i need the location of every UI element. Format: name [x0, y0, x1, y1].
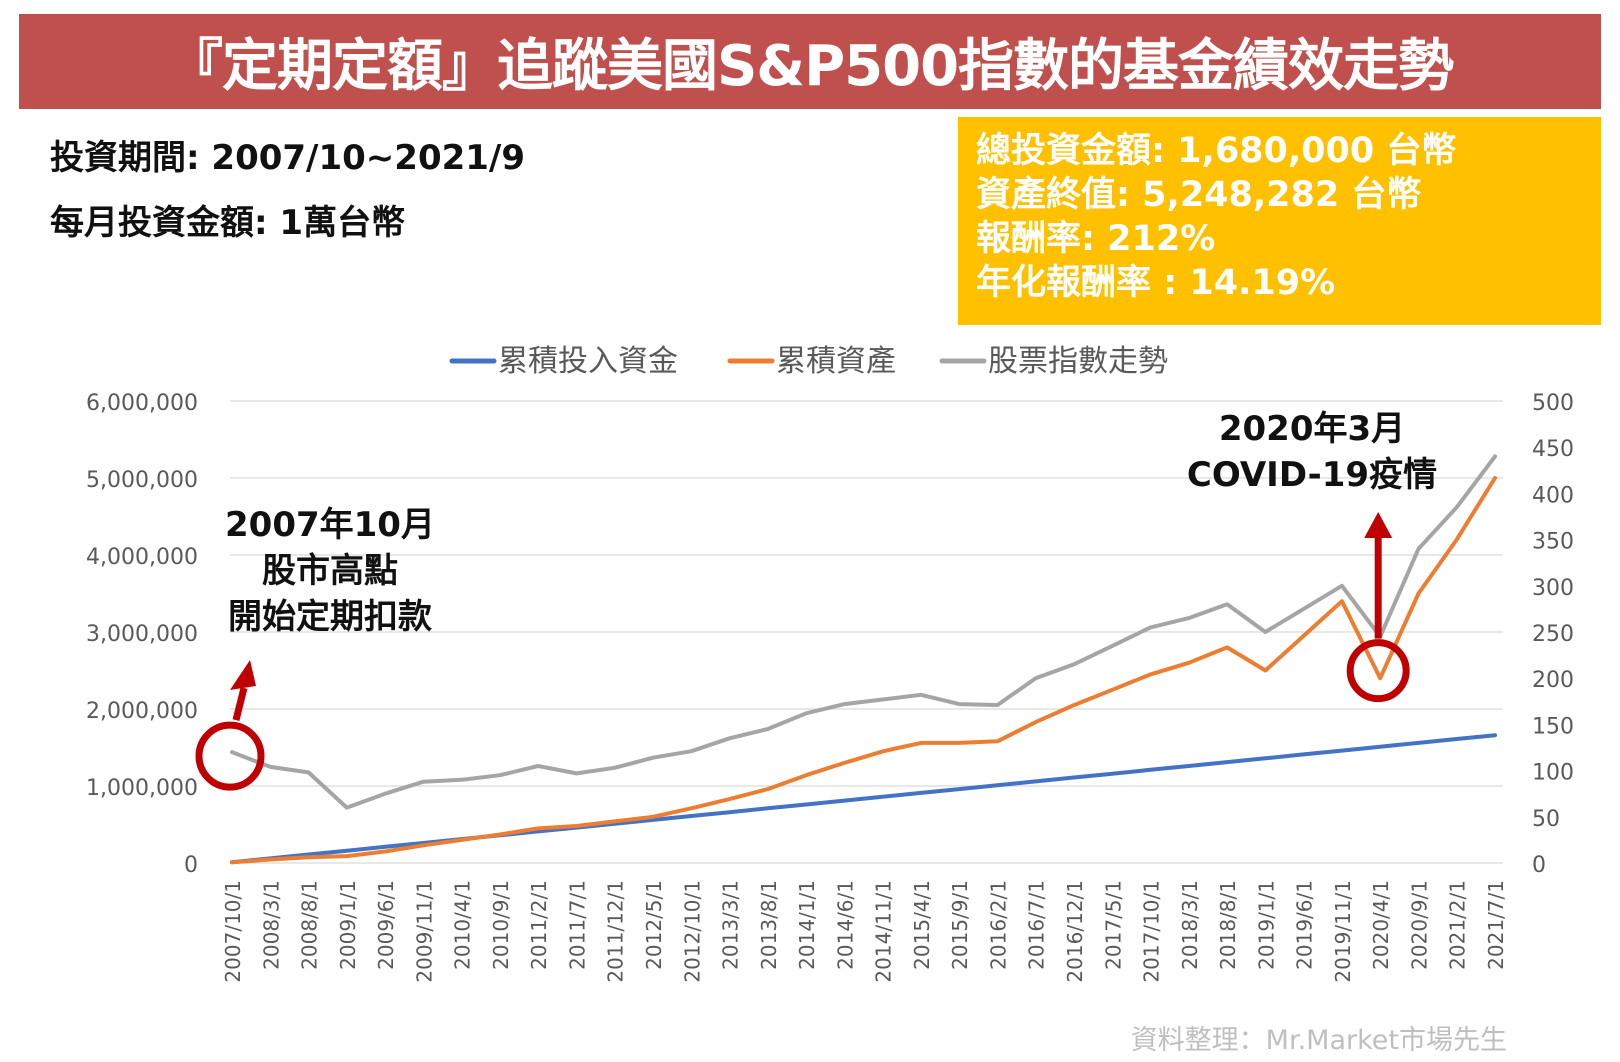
x-tick-label: 2009/11/1 — [412, 880, 436, 983]
x-tick-label: 2019/1/1 — [1254, 880, 1278, 970]
annualized-return: 年化報酬率 : 14.19% — [976, 263, 1336, 303]
final-value: 資產終值: 5,248,282 台幣 — [976, 175, 1422, 215]
x-tick-label: 2007/10/1 — [221, 880, 245, 983]
return-rate: 報酬率: 212% — [976, 219, 1216, 259]
x-tick-label: 2020/4/1 — [1369, 880, 1393, 970]
left-tick-label: 4,000,000 — [86, 545, 198, 570]
x-tick-label: 2013/3/1 — [719, 880, 743, 970]
start-arrow-shaft — [232, 687, 248, 721]
x-tick-label: 2012/10/1 — [680, 880, 704, 983]
covid-annotation-line: COVID-19疫情 — [1187, 455, 1437, 495]
covid-circle — [1346, 639, 1410, 703]
chart-grid — [230, 400, 1503, 864]
cumulative-assets-line — [230, 476, 1497, 865]
chart-series — [230, 454, 1497, 865]
stock-index-line — [230, 454, 1497, 810]
x-tick-label: 2016/2/1 — [986, 880, 1010, 970]
start-circle — [195, 721, 265, 791]
right-axis: 0 50 100 150 200 250 300 350 400 450 500 — [1532, 391, 1574, 878]
summary-box: 總投資金額: 1,680,000 台幣 資產終值: 5,248,282 台幣 報… — [958, 117, 1601, 325]
x-tick-label: 2021/7/1 — [1484, 880, 1508, 970]
x-tick-label: 2014/6/1 — [833, 880, 857, 970]
left-tick-label: 6,000,000 — [86, 391, 198, 416]
x-tick-label: 2020/9/1 — [1407, 880, 1431, 970]
x-tick-label: 2019/6/1 — [1293, 880, 1317, 970]
start-annotation-line: 開始定期扣款 — [228, 597, 432, 637]
left-tick-label: 0 — [184, 853, 198, 878]
x-tick-label: 2009/6/1 — [374, 880, 398, 970]
x-tick-label: 2017/5/1 — [1101, 880, 1125, 970]
left-tick-label: 5,000,000 — [86, 468, 198, 493]
x-tick-label: 2008/3/1 — [259, 880, 283, 970]
x-tick-label: 2016/7/1 — [1025, 880, 1049, 970]
legend-label: 累積投入資金 — [498, 344, 678, 379]
investment-period: 投資期間: 2007/10~2021/9 — [50, 138, 525, 178]
x-axis: 2007/10/1 2008/3/1 2008/8/1 2009/1/1 2009/6/… — [221, 880, 1508, 983]
x-tick-label: 2013/8/1 — [757, 880, 781, 970]
left-tick-label: 3,000,000 — [86, 622, 198, 647]
covid-arrow-head — [1364, 512, 1393, 538]
x-tick-label: 2008/8/1 — [298, 880, 322, 970]
right-tick-label: 300 — [1532, 576, 1574, 601]
x-tick-label: 2017/10/1 — [1140, 880, 1164, 983]
data-source: 資料整理：Mr.Market市場先生 — [1130, 1025, 1507, 1056]
covid-annotation-line: 2020年3月 — [1219, 409, 1405, 449]
x-tick-label: 2016/12/1 — [1063, 880, 1087, 983]
chart-legend: 累積投入資金 累積資產 股票指數走勢 — [449, 344, 1168, 379]
title-banner: 『定期定額』追蹤美國S&P500指數的基金績效走勢 — [19, 14, 1601, 109]
x-tick-label: 2018/8/1 — [1216, 880, 1240, 970]
x-tick-label: 2010/4/1 — [451, 880, 475, 970]
x-tick-label: 2019/11/1 — [1331, 880, 1355, 983]
right-tick-label: 400 — [1532, 483, 1574, 508]
right-tick-label: 500 — [1532, 391, 1574, 416]
right-tick-label: 150 — [1532, 714, 1574, 739]
legend-label: 股票指數走勢 — [988, 344, 1168, 379]
monthly-amount: 每月投資金額: 1萬台幣 — [50, 203, 406, 243]
left-tick-label: 1,000,000 — [86, 776, 198, 801]
x-tick-label: 2011/2/1 — [527, 880, 551, 970]
x-tick-label: 2012/5/1 — [642, 880, 666, 970]
start-annotation-line: 2007年10月 — [225, 505, 435, 545]
x-tick-label: 2010/9/1 — [489, 880, 513, 970]
x-tick-label: 2015/9/1 — [948, 880, 972, 970]
start-annotation-line: 股市高點 — [262, 551, 398, 591]
x-tick-label: 2018/3/1 — [1178, 880, 1202, 970]
left-tick-label: 2,000,000 — [86, 699, 198, 724]
left-axis: 0 1,000,000 2,000,000 3,000,000 4,000,000 5,0… — [86, 391, 198, 878]
right-tick-label: 350 — [1532, 530, 1574, 555]
x-tick-label: 2011/12/1 — [604, 880, 628, 983]
right-tick-label: 250 — [1532, 622, 1574, 647]
x-tick-label: 2015/4/1 — [910, 880, 934, 970]
x-tick-label: 2014/11/1 — [872, 880, 896, 983]
right-tick-label: 100 — [1532, 761, 1574, 786]
right-tick-label: 50 — [1532, 807, 1560, 832]
x-tick-label: 2014/1/1 — [795, 880, 819, 970]
x-tick-label: 2009/1/1 — [336, 880, 360, 970]
invested-capital-line — [230, 733, 1497, 865]
start-arrow-head — [230, 660, 256, 690]
right-tick-label: 200 — [1532, 668, 1574, 693]
page-title: 『定期定額』追蹤美國S&P500指數的基金績效走勢 — [166, 34, 1454, 99]
right-tick-label: 450 — [1532, 437, 1574, 462]
x-tick-label: 2011/7/1 — [565, 880, 589, 970]
x-tick-label: 2021/2/1 — [1446, 880, 1470, 970]
legend-label: 累積資產 — [776, 344, 896, 379]
right-tick-label: 0 — [1532, 853, 1546, 878]
total-invested: 總投資金額: 1,680,000 台幣 — [976, 131, 1457, 171]
